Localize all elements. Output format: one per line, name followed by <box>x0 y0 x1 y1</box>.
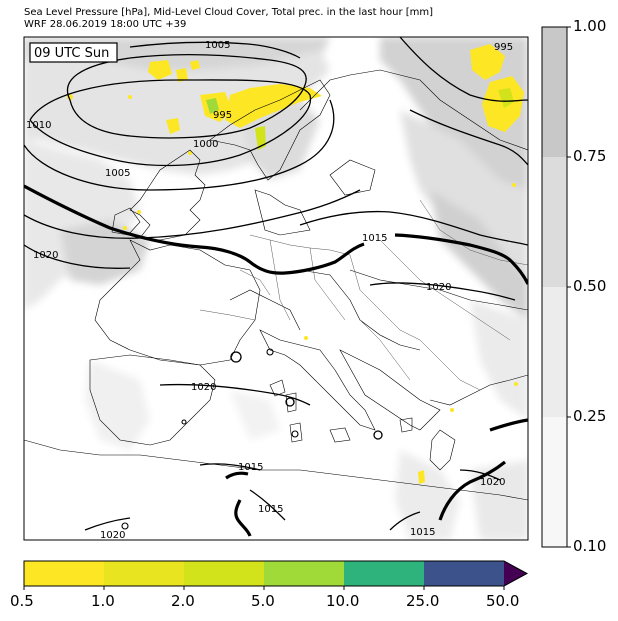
isobar-label: 1015 <box>258 504 283 515</box>
precip-tick: 2.0 <box>171 592 195 610</box>
isobar-label: 1015 <box>362 233 387 244</box>
precip-band <box>184 561 264 586</box>
isobar-label: 1005 <box>105 168 130 179</box>
borders <box>199 199 528 391</box>
cloud-cover-colorbar <box>541 26 571 548</box>
isobar-label: 1020 <box>191 382 216 393</box>
precip-band <box>424 561 504 586</box>
cloud-cover-band <box>542 27 567 157</box>
cloud-cover-band <box>542 417 567 547</box>
precip-tick: 10.0 <box>326 592 360 610</box>
cloud-cover-tick: 0.25 <box>573 407 607 425</box>
isobar-label: 1020 <box>426 282 451 293</box>
isobar-label: 1020 <box>480 477 505 488</box>
precip-extend-arrow <box>504 561 527 586</box>
cloud-cover-tick: 1.00 <box>573 17 607 35</box>
cloud-cover-band <box>542 157 567 287</box>
isobar-label: 995 <box>494 42 513 53</box>
precip-tick: 5.0 <box>251 592 275 610</box>
precip-band <box>24 561 104 586</box>
isobar-label: 1005 <box>205 40 230 51</box>
precip-colorbar <box>23 560 529 590</box>
header-subtitle: WRF 28.06.2019 18:00 UTC +39 <box>24 19 187 30</box>
isobar-label: 1010 <box>26 120 51 131</box>
isobar-label: 1020 <box>33 250 58 261</box>
cloud-cover-tick: 0.10 <box>573 537 607 555</box>
isobar-label: 1000 <box>193 139 218 150</box>
precip-band <box>104 561 184 586</box>
isobar-label: 1015 <box>410 527 435 538</box>
time-badge: 09 UTC Sun <box>29 42 118 63</box>
map-panel: 1005 995 1010 1000 995 1005 1020 1015 10… <box>23 36 529 541</box>
precip-tick: 0.5 <box>10 592 34 610</box>
isobar-labels: 1005 995 1010 1000 995 1005 1020 1015 10… <box>26 40 513 541</box>
precip-band <box>344 561 424 586</box>
isobar-label: 1015 <box>238 462 263 473</box>
precipitation-field <box>67 44 524 484</box>
cloud-cover-band <box>542 287 567 417</box>
cloud-cover-tick: 0.50 <box>573 277 607 295</box>
isobar-label: 1020 <box>100 530 125 541</box>
time-badge-text: 09 UTC Sun <box>34 46 109 61</box>
precip-tick: 25.0 <box>406 592 440 610</box>
precip-tick: 50.0 <box>486 592 520 610</box>
chart-header: Sea Level Pressure [hPa], Mid-Level Clou… <box>24 7 433 31</box>
coastlines <box>24 69 528 501</box>
header-title: Sea Level Pressure [hPa], Mid-Level Clou… <box>24 7 434 18</box>
cloud-cover-tick: 0.75 <box>573 147 607 165</box>
isobars <box>24 37 528 537</box>
precip-band <box>264 561 344 586</box>
isobar-label: 995 <box>213 110 232 121</box>
precip-tick: 1.0 <box>91 592 115 610</box>
